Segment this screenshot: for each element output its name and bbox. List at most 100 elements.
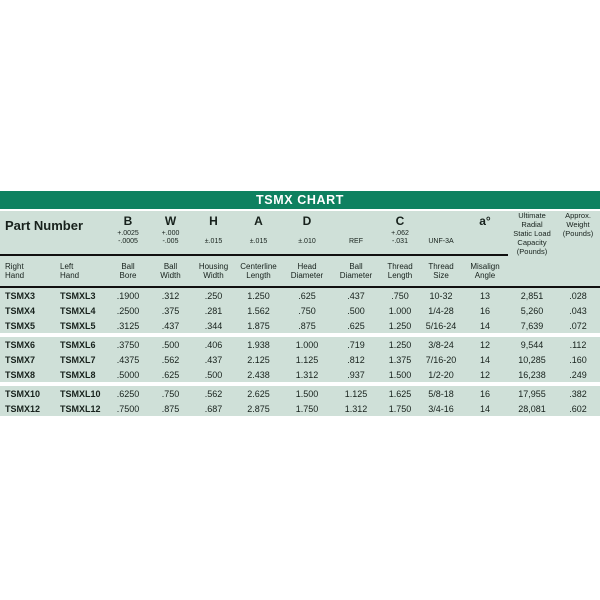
value-cell: 1/2-20 xyxy=(428,369,454,380)
subheader-thread-size: Thread Size xyxy=(420,255,462,288)
subheader-misalign-angle: Misalign Angle xyxy=(462,255,508,288)
part-number-cell: TSMX12 xyxy=(5,403,41,414)
approx-weight-header: Approx. Weight (Pounds) xyxy=(556,211,600,288)
group-separator xyxy=(0,333,600,337)
value-cell: .375 xyxy=(161,305,180,316)
subheader-right-hand: Right Hand xyxy=(0,255,55,288)
value-cell: .625 xyxy=(298,290,316,301)
chart-title-bar: TSMX CHART xyxy=(0,191,600,209)
value-cell: 14 xyxy=(479,354,490,365)
dimension-header-row: Part Number B +.0025 -.0005 W +.000 -.00… xyxy=(0,211,600,288)
part-number-cell: TSMXL10 xyxy=(60,388,101,399)
subheader-thread-length: Thread Length xyxy=(380,255,420,288)
value-cell: 5,260 xyxy=(520,305,544,316)
value-cell: 1.312 xyxy=(295,369,319,380)
value-cell: 1.938 xyxy=(247,339,270,350)
value-cell: .028 xyxy=(569,290,587,301)
col-header-a: A ±.015 xyxy=(235,211,282,256)
subheader-centerline-length: Centerline Length xyxy=(235,255,282,288)
table-row: TSMX10 TSMXL10 .6250 .750 .562 2.625 1.500 1.12… xyxy=(0,386,600,401)
value-cell: 1.375 xyxy=(388,354,412,365)
value-cell: 1.250 xyxy=(388,320,412,331)
col-tolerance-angle xyxy=(462,230,508,247)
value-cell: 16 xyxy=(479,305,490,316)
value-cell: 1.125 xyxy=(295,354,319,365)
value-cell: 1.250 xyxy=(388,339,412,350)
value-cell: 10-32 xyxy=(429,290,453,301)
value-cell: .500 xyxy=(161,339,180,350)
value-cell: .2500 xyxy=(116,305,140,316)
part-number-cell: TSMX8 xyxy=(5,369,36,380)
col-letter-ref xyxy=(332,211,380,230)
part-number-cell: TSMX10 xyxy=(5,388,41,399)
col-tolerance-a: ±.015 xyxy=(249,238,268,245)
value-cell: .875 xyxy=(161,403,180,414)
group-separator xyxy=(0,382,600,386)
value-cell: .687 xyxy=(204,403,223,414)
value-cell: .437 xyxy=(347,290,365,301)
value-cell: .937 xyxy=(347,369,365,380)
value-cell: 9,544 xyxy=(520,339,544,350)
value-cell: .625 xyxy=(161,369,180,380)
value-cell: .382 xyxy=(569,388,587,399)
value-cell: .250 xyxy=(204,290,223,301)
value-cell: .875 xyxy=(298,320,316,331)
value-cell: .3125 xyxy=(116,320,140,331)
value-cell: .750 xyxy=(298,305,316,316)
value-cell: 12 xyxy=(479,369,490,380)
value-cell: .562 xyxy=(161,354,180,365)
part-number-cell: TSMXL12 xyxy=(60,403,101,414)
value-cell: .1900 xyxy=(116,290,140,301)
col-tolerance-ref: REF xyxy=(349,238,363,245)
value-cell: .281 xyxy=(204,305,223,316)
value-cell: 5/16-24 xyxy=(425,320,457,331)
col-tolerance-d: ±.010 xyxy=(298,238,316,245)
col-tolerance-c: +.062 -.031 xyxy=(391,230,409,245)
value-cell: .625 xyxy=(347,320,365,331)
subheader-head-diameter: Head Diameter xyxy=(282,255,332,288)
col-header-c: C +.062 -.031 xyxy=(380,211,420,256)
table-body: TSMX3 TSMXL3 .1900 .312 .250 1.250 .625 .437 .75… xyxy=(0,287,600,416)
part-number-cell: TSMXL4 xyxy=(60,305,96,316)
value-cell: .406 xyxy=(204,339,223,350)
value-cell: .312 xyxy=(161,290,180,301)
value-cell: 1.312 xyxy=(344,403,368,414)
value-cell: 1.875 xyxy=(247,320,270,331)
value-cell: 10,285 xyxy=(518,354,546,365)
col-header-ref: REF xyxy=(332,211,380,256)
value-cell: .249 xyxy=(569,369,587,380)
col-letter-unf xyxy=(420,211,462,230)
value-cell: 7,639 xyxy=(520,320,544,331)
value-cell: 12 xyxy=(479,339,490,350)
value-cell: 1.000 xyxy=(388,305,412,316)
value-cell: 16 xyxy=(479,388,490,399)
col-letter-a: A xyxy=(254,214,263,228)
tsmx-spec-table: Part Number B +.0025 -.0005 W +.000 -.00… xyxy=(0,211,600,416)
col-tolerance-w: +.000 -.005 xyxy=(161,230,180,245)
value-cell: .7500 xyxy=(116,403,140,414)
value-cell: 1.750 xyxy=(388,403,412,414)
col-letter-w: W xyxy=(164,214,177,228)
col-header-b: B +.0025 -.0005 xyxy=(107,211,149,256)
sub-header-row: Right Hand Left Hand Ball Bore Ball Widt… xyxy=(0,255,600,288)
value-cell: 1/4-28 xyxy=(428,305,454,316)
table-row: TSMX12 TSMXL12 .7500 .875 .687 2.875 1.750 1.31… xyxy=(0,401,600,416)
table-row: TSMX6 TSMXL6 .3750 .500 .406 1.938 1.000 .719 1.… xyxy=(0,337,600,352)
value-cell: 14 xyxy=(479,403,490,414)
value-cell: .344 xyxy=(204,320,223,331)
value-cell: 2.875 xyxy=(247,403,270,414)
value-cell: 1.125 xyxy=(344,388,368,399)
chart-title: TSMX CHART xyxy=(256,193,344,207)
value-cell: .750 xyxy=(161,388,180,399)
part-number-cell: TSMXL5 xyxy=(60,320,96,331)
subheader-housing-width: Housing Width xyxy=(192,255,235,288)
tsmx-chart: TSMX CHART Part Number B +.0025 -.0005 xyxy=(0,191,600,416)
group-separator-band xyxy=(0,333,600,337)
part-number-cell: TSMX5 xyxy=(5,320,36,331)
value-cell: .437 xyxy=(204,354,223,365)
value-cell: .719 xyxy=(347,339,365,350)
value-cell: .4375 xyxy=(116,354,140,365)
value-cell: 1.625 xyxy=(388,388,412,399)
table-row: TSMX4 TSMXL4 .2500 .375 .281 1.562 .750 .500 1.0… xyxy=(0,303,600,318)
